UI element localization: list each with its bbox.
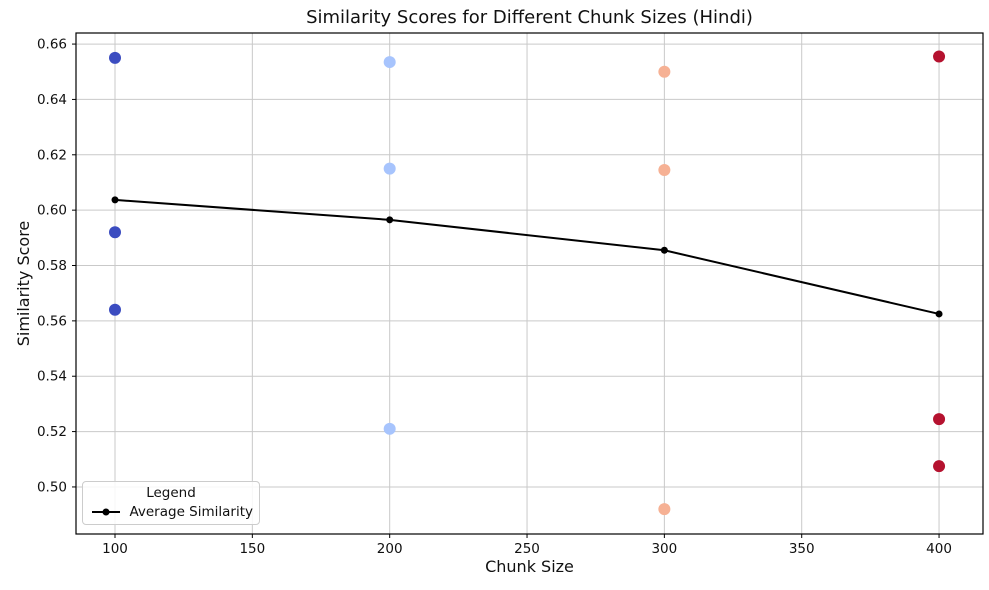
y-tick-label: 0.58 [37,258,67,274]
x-axis-label: Chunk Size [485,557,574,576]
legend: Legend Average Similarity [82,481,260,525]
scatter-point-chunk-300 [658,164,671,177]
scatter-point-chunk-200 [383,422,396,435]
average-similarity-marker [660,246,668,254]
legend-entry-average-similarity: Average Similarity [89,504,253,520]
x-tick-label: 300 [651,541,677,557]
chart-title: Similarity Scores for Different Chunk Si… [306,7,753,28]
average-similarity-marker [111,196,119,204]
scatter-point-chunk-300 [658,65,671,78]
x-tick-label: 250 [514,541,540,557]
line-dot-marker-icon [92,508,120,516]
scatter-point-chunk-400 [933,50,946,63]
y-tick-label: 0.64 [37,92,67,108]
y-tick-label: 0.60 [37,203,67,219]
x-tick-label: 200 [377,541,403,557]
y-tick-label: 0.66 [37,37,67,53]
scatter-point-chunk-100 [109,51,122,64]
y-tick-label: 0.56 [37,313,67,329]
average-similarity-line [114,198,940,315]
x-tick-label: 400 [926,541,952,557]
scatter-point-chunk-400 [933,413,946,426]
y-tick-label: 0.52 [37,424,67,440]
legend-title: Legend [146,485,196,501]
y-tick-label: 0.62 [37,147,67,163]
y-tick-label: 0.54 [37,369,67,385]
average-similarity-marker [935,310,943,318]
y-axis-label: Similarity Score [14,220,33,347]
scatter-point-chunk-200 [383,162,396,175]
scatter-point-chunk-300 [658,503,671,516]
scatter-point-chunk-400 [933,460,946,473]
axes-frame [75,32,984,535]
scatter-point-chunk-100 [109,226,122,239]
scatter-point-chunk-100 [109,303,122,316]
legend-entry-label: Average Similarity [129,504,253,520]
average-similarity-marker [386,216,394,224]
x-tick-label: 350 [789,541,815,557]
x-tick-label: 150 [239,541,265,557]
scatter-point-chunk-200 [383,56,396,69]
x-tick-label: 100 [102,541,128,557]
y-tick-label: 0.50 [37,479,67,495]
